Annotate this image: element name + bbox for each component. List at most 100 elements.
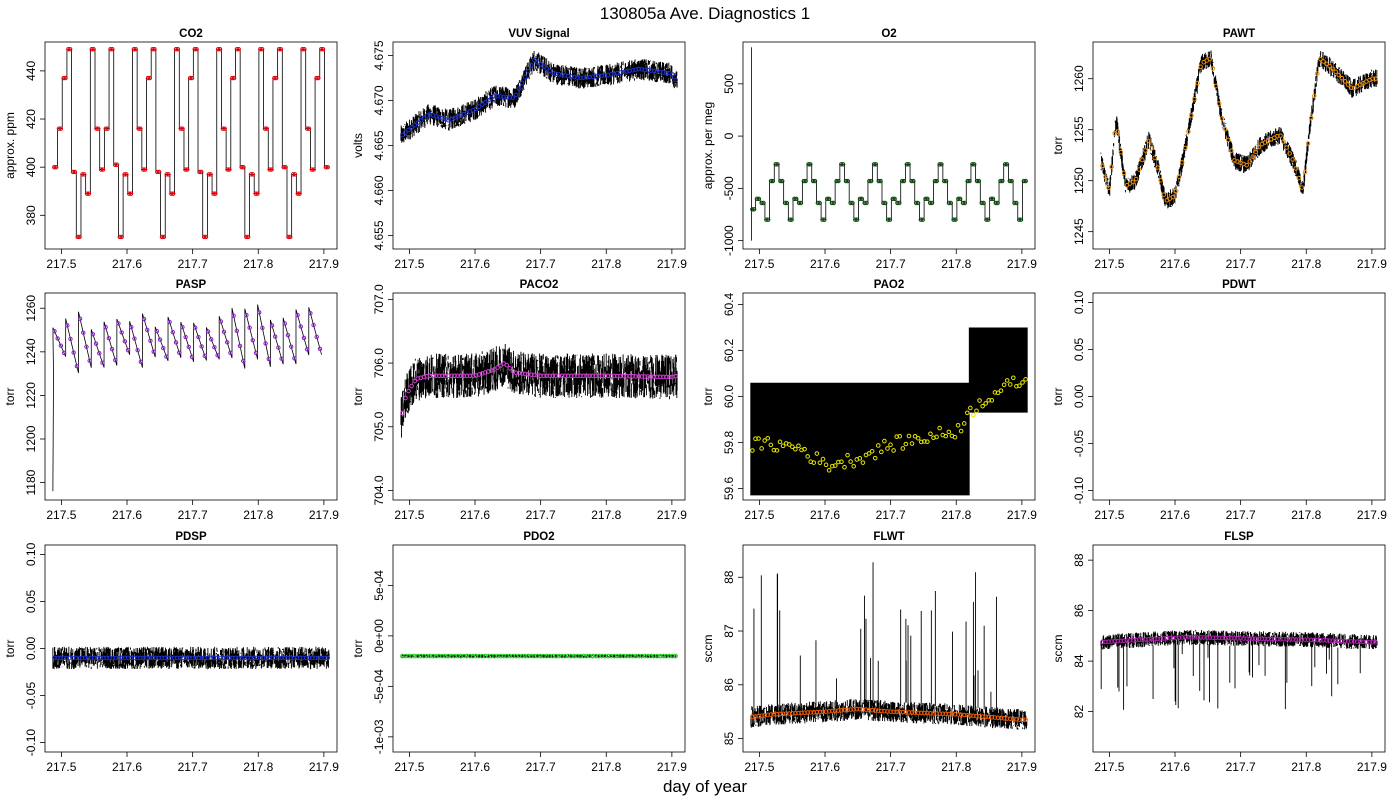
average-point <box>263 655 269 661</box>
average-point <box>247 325 252 330</box>
average-point <box>492 367 497 372</box>
average-point <box>630 374 635 379</box>
plot-area <box>400 653 678 659</box>
average-point <box>599 73 605 79</box>
average-point <box>951 217 956 222</box>
average-point <box>56 126 62 131</box>
average-point <box>787 217 792 222</box>
average-point <box>89 47 94 52</box>
average-point <box>925 439 930 444</box>
average-point <box>248 172 254 177</box>
average-point <box>1192 96 1197 102</box>
average-point <box>1106 639 1111 645</box>
average-point <box>817 200 822 206</box>
average-point <box>225 167 230 172</box>
average-point <box>900 446 906 451</box>
average-point <box>1364 639 1369 645</box>
average-point <box>948 200 954 206</box>
average-point <box>780 178 785 184</box>
average-point <box>171 191 176 196</box>
average-point <box>155 169 160 175</box>
average-point <box>977 398 982 403</box>
average-point <box>519 653 525 659</box>
average-point <box>888 709 893 714</box>
average-point <box>476 104 482 109</box>
average-point <box>759 200 764 206</box>
average-point <box>937 425 942 431</box>
x-tick-label: 217.6 <box>1160 760 1190 774</box>
average-point <box>808 162 813 167</box>
average-point <box>1330 638 1335 643</box>
plot-frame <box>1092 292 1386 501</box>
average-point <box>892 196 897 202</box>
average-point <box>409 653 414 659</box>
average-point <box>263 341 268 346</box>
average-point <box>1275 636 1280 642</box>
average-point <box>651 653 657 659</box>
average-point <box>230 75 235 81</box>
average-point <box>281 164 286 170</box>
average-point <box>937 711 942 716</box>
average-point <box>241 164 246 170</box>
average-point <box>654 374 660 380</box>
average-point <box>645 653 651 659</box>
average-point <box>236 655 241 661</box>
y-tick-label: 0e+00 <box>372 619 386 653</box>
average-point <box>446 373 451 379</box>
average-point <box>1308 637 1314 643</box>
y-tick-label: 5e-04 <box>372 570 386 601</box>
average-point <box>1225 635 1231 641</box>
average-point <box>486 653 491 659</box>
x-tick-label: 217.6 <box>810 508 840 522</box>
average-point <box>854 706 860 712</box>
average-point <box>1229 148 1234 153</box>
y-axis-label: torr <box>351 387 365 405</box>
average-point <box>1170 194 1176 200</box>
average-point <box>882 438 887 444</box>
x-tick-label: 217.7 <box>178 257 208 271</box>
average-point <box>225 340 230 345</box>
y-tick-label: 85 <box>722 732 736 746</box>
raw-trace <box>1100 50 1378 209</box>
average-point <box>412 378 417 384</box>
average-point <box>848 707 853 712</box>
average-point <box>810 178 816 184</box>
average-point <box>559 373 565 379</box>
average-point <box>670 72 675 77</box>
average-point <box>418 118 424 123</box>
average-point <box>1207 56 1213 62</box>
average-point <box>922 710 927 716</box>
average-point <box>1179 160 1185 165</box>
y-tick-label: -1e-03 <box>372 719 386 754</box>
average-point <box>519 80 525 86</box>
average-point <box>492 93 497 99</box>
average-point <box>581 653 586 659</box>
average-point <box>1007 178 1012 184</box>
average-point <box>857 706 863 712</box>
average-point <box>1152 636 1157 642</box>
average-point <box>1311 637 1317 643</box>
data-trace <box>400 343 678 438</box>
x-tick-label: 217.9 <box>657 508 687 522</box>
average-point <box>581 75 586 80</box>
average-point <box>599 653 605 659</box>
average-point <box>400 653 405 659</box>
average-point <box>859 196 865 202</box>
panel-title: PASP <box>176 279 207 291</box>
average-point <box>211 655 217 661</box>
average-point <box>909 178 914 184</box>
y-tick-label: 1220 <box>24 382 38 409</box>
average-point <box>1130 179 1136 185</box>
x-tick-label: 217.7 <box>1226 760 1256 774</box>
average-point <box>189 354 195 360</box>
average-point <box>208 655 214 661</box>
average-point <box>1235 636 1240 641</box>
average-point <box>1293 637 1299 642</box>
average-point <box>244 312 249 318</box>
average-point <box>467 373 473 379</box>
average-point <box>153 655 158 661</box>
average-point <box>535 653 540 659</box>
y-tick-label: 60.4 <box>722 292 736 316</box>
average-point <box>269 323 275 328</box>
average-point <box>1222 126 1228 132</box>
